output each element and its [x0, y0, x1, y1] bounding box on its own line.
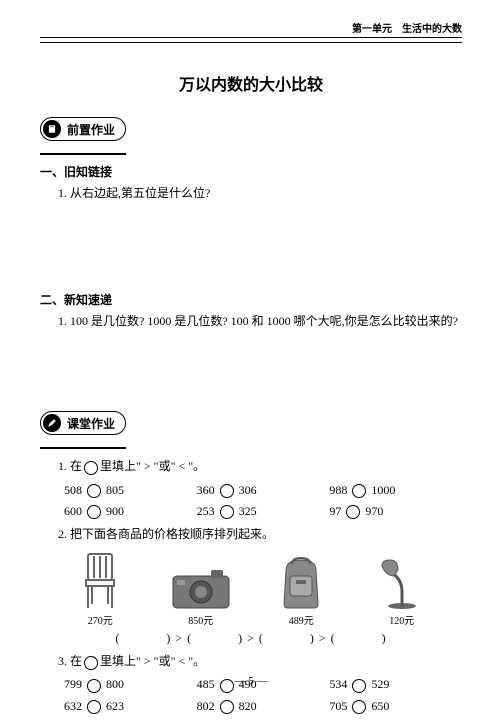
ordering-line: () > () > () > (): [40, 631, 462, 646]
cmp-cell: 508 805: [64, 483, 197, 498]
section-tag-wrapper: 前置作业: [40, 117, 126, 155]
num: 970: [365, 504, 383, 518]
product-camera: 850元: [156, 550, 246, 627]
num: 805: [106, 483, 124, 497]
compare-row-4: 632 623 802 820 705 650: [40, 699, 462, 714]
num: 820: [239, 699, 257, 713]
num: 600: [64, 504, 82, 518]
backpack-icon: [256, 550, 346, 610]
page-title: 万以内数的大小比较: [40, 71, 462, 95]
product-backpack: 489元: [256, 550, 346, 627]
question-1b: 1. 100 是几位数? 1000 是几位数? 100 和 1000 哪个大呢,…: [40, 312, 462, 331]
header-rule: [40, 42, 462, 43]
circle-icon: [220, 700, 234, 714]
section2-label: 课堂作业: [67, 415, 115, 432]
num: 1000: [371, 483, 395, 497]
product-lamp: 120元: [357, 550, 447, 627]
num: 802: [197, 699, 215, 713]
chair-icon: [55, 550, 145, 610]
pencil-icon: [43, 414, 61, 432]
circle-icon: [220, 484, 234, 498]
problem-3-text: 3. 在里填上" > "或" < "。: [40, 652, 462, 671]
price-label: 270元: [55, 612, 145, 627]
section-class-homework: 课堂作业 1. 在里填上" > "或" < "。 508 805 360 306…: [40, 411, 462, 714]
num: 360: [197, 483, 215, 497]
section-tag-wrapper2: 课堂作业: [40, 411, 126, 449]
cmp-cell: 802 820: [197, 699, 330, 714]
cmp-cell: 253 325: [197, 504, 330, 519]
products-row: 270元 850元 489元 120元: [40, 550, 462, 627]
num: 97: [329, 504, 341, 518]
cmp-cell: 360 306: [197, 483, 330, 498]
num: 632: [64, 699, 82, 713]
heading-old-knowledge: 一、旧知链接: [40, 163, 462, 180]
cmp-cell: 705 650: [329, 699, 462, 714]
num: 623: [106, 699, 124, 713]
problem-1-text: 1. 在里填上" > "或" < "。: [40, 457, 462, 476]
circle-icon: [87, 505, 101, 519]
compare-row-2: 600 900 253 325 97 970: [40, 504, 462, 519]
num: 900: [106, 504, 124, 518]
camera-icon: [156, 550, 246, 610]
section-pre-homework: 前置作业 一、旧知链接 1. 从右边起,第五位是什么位? 二、新知速递 1. 1…: [40, 117, 462, 411]
price-label: 850元: [156, 612, 246, 627]
circle-icon: [352, 700, 366, 714]
page-container: 第一单元 生活中的大数 万以内数的大小比较 前置作业 一、旧知链接 1. 从右边…: [0, 0, 502, 724]
heading-new-knowledge: 二、新知速递: [40, 291, 462, 308]
num: 325: [239, 504, 257, 518]
circle-icon: [84, 461, 98, 475]
product-chair: 270元: [55, 550, 145, 627]
num: 253: [197, 504, 215, 518]
circle-icon: [346, 505, 360, 519]
section2-tag: 课堂作业: [40, 411, 126, 435]
header-right: 第一单元 生活中的大数: [40, 20, 462, 38]
circle-icon: [87, 700, 101, 714]
section1-label: 前置作业: [67, 121, 115, 138]
page-number: — 5 —: [0, 675, 502, 687]
circle-icon: [84, 656, 98, 670]
cmp-cell: 632 623: [64, 699, 197, 714]
num: 508: [64, 483, 82, 497]
answer-space-1: [40, 207, 462, 283]
price-label: 120元: [357, 612, 447, 627]
num: 650: [371, 699, 389, 713]
circle-icon: [220, 505, 234, 519]
num: 705: [329, 699, 347, 713]
num: 306: [239, 483, 257, 497]
question-1a: 1. 从右边起,第五位是什么位?: [40, 184, 462, 203]
problem-2-text: 2. 把下面各商品的价格按顺序排列起来。: [40, 525, 462, 544]
num: 988: [329, 483, 347, 497]
cmp-cell: 600 900: [64, 504, 197, 519]
cmp-cell: 97 970: [329, 504, 462, 519]
circle-icon: [87, 484, 101, 498]
circle-icon: [352, 484, 366, 498]
cmp-cell: 988 1000: [329, 483, 462, 498]
price-label: 489元: [256, 612, 346, 627]
answer-space-2: [40, 335, 462, 411]
compare-row-1: 508 805 360 306 988 1000: [40, 483, 462, 498]
section1-tag: 前置作业: [40, 117, 126, 141]
notebook-icon: [43, 120, 61, 138]
lamp-icon: [357, 550, 447, 610]
